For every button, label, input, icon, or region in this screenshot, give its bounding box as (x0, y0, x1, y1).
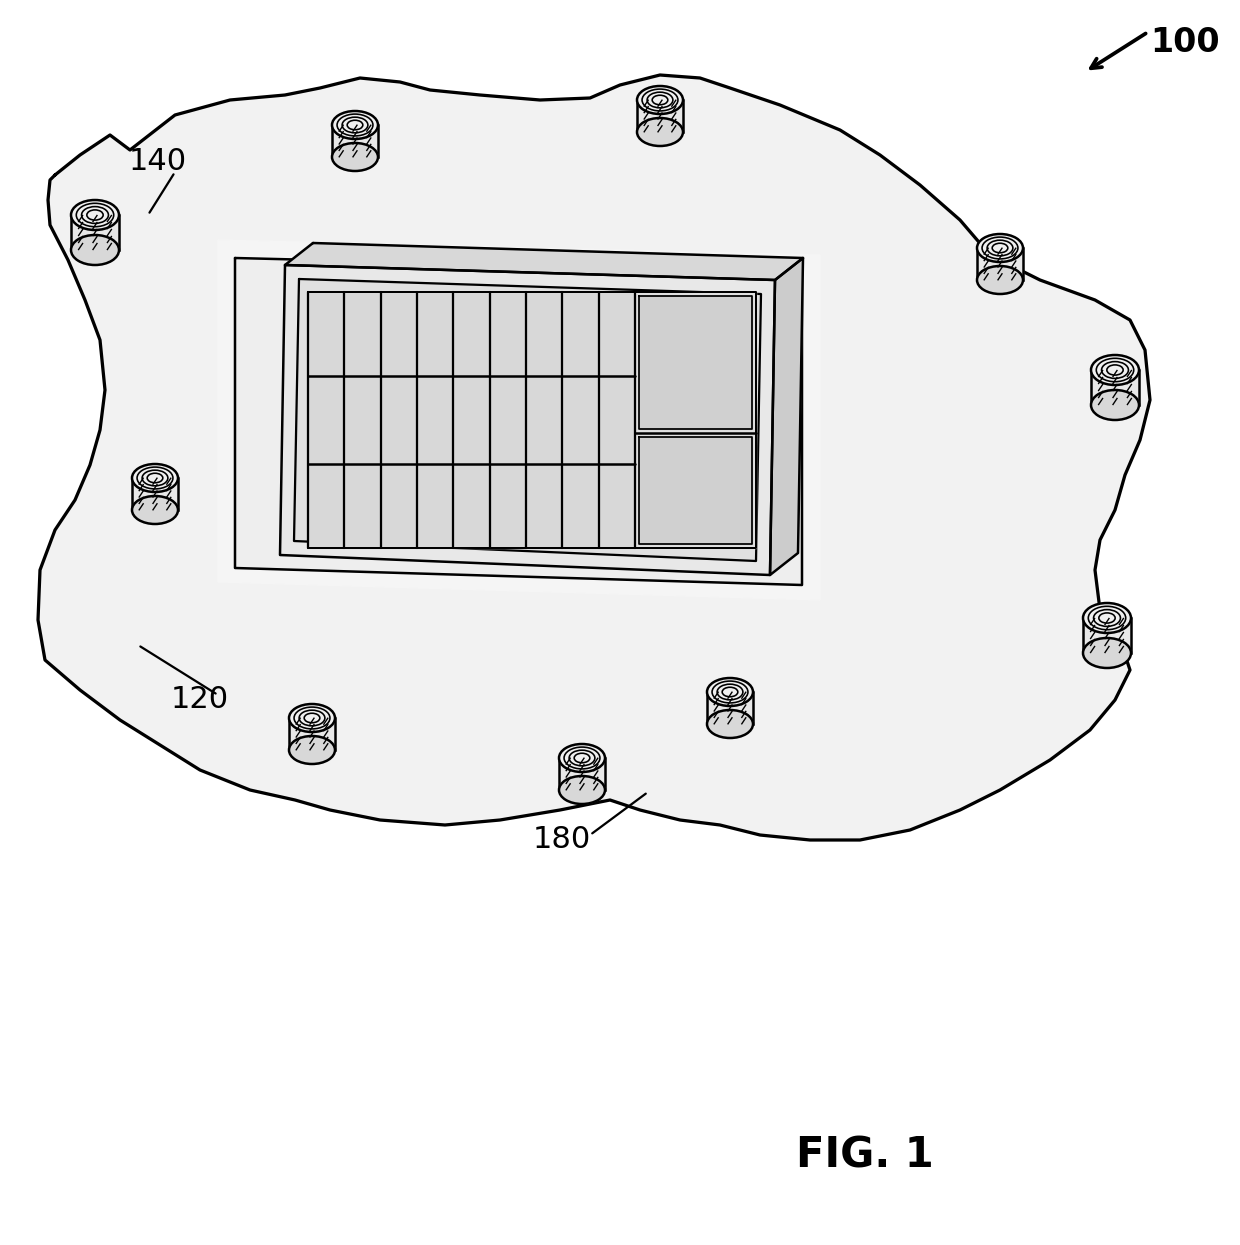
Polygon shape (289, 718, 335, 749)
Polygon shape (236, 258, 802, 585)
Polygon shape (770, 258, 804, 575)
Polygon shape (38, 75, 1149, 840)
Ellipse shape (131, 464, 179, 492)
Ellipse shape (707, 710, 753, 738)
Polygon shape (218, 240, 820, 600)
Ellipse shape (71, 235, 119, 265)
Polygon shape (308, 293, 635, 548)
Ellipse shape (637, 86, 683, 115)
Ellipse shape (977, 234, 1023, 261)
Polygon shape (1083, 618, 1131, 652)
Ellipse shape (637, 118, 683, 146)
Ellipse shape (1091, 390, 1140, 420)
Text: 120: 120 (171, 686, 229, 715)
Polygon shape (131, 478, 179, 510)
Ellipse shape (1083, 603, 1131, 632)
Polygon shape (639, 437, 751, 544)
Polygon shape (1091, 370, 1140, 405)
Text: FIG. 1: FIG. 1 (796, 1134, 934, 1177)
Ellipse shape (332, 143, 378, 171)
Polygon shape (332, 124, 378, 157)
Ellipse shape (289, 736, 335, 764)
Ellipse shape (289, 703, 335, 732)
Ellipse shape (71, 200, 119, 230)
Polygon shape (71, 215, 119, 250)
Ellipse shape (559, 745, 605, 772)
Polygon shape (294, 279, 761, 561)
Ellipse shape (559, 776, 605, 804)
Polygon shape (559, 758, 605, 791)
Ellipse shape (977, 266, 1023, 294)
Ellipse shape (131, 496, 179, 524)
Polygon shape (635, 293, 756, 548)
Polygon shape (639, 296, 751, 428)
Polygon shape (707, 692, 753, 725)
Text: 140: 140 (129, 147, 187, 177)
Ellipse shape (1083, 637, 1131, 669)
Polygon shape (637, 100, 683, 132)
Polygon shape (280, 265, 775, 575)
Polygon shape (977, 248, 1023, 280)
Text: 180: 180 (533, 825, 591, 854)
Ellipse shape (1091, 355, 1140, 385)
Text: 100: 100 (1151, 25, 1220, 59)
Ellipse shape (332, 111, 378, 139)
Ellipse shape (707, 679, 753, 706)
Polygon shape (285, 243, 804, 280)
